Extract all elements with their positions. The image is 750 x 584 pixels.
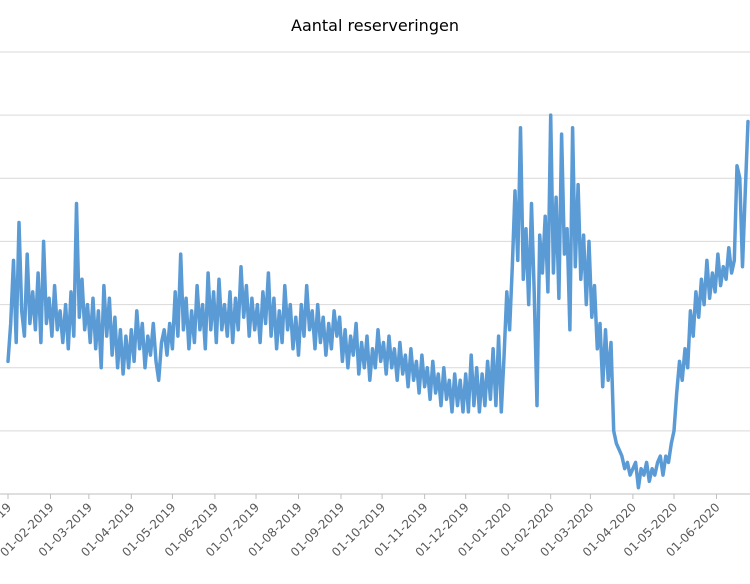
chart-title: Aantal reserveringen: [291, 16, 459, 35]
series-layer: [6, 113, 750, 490]
gridlines: [0, 51, 750, 432]
series-line: [6, 113, 750, 490]
x-axis: 01-01-201901-02-201901-03-201901-04-2019…: [0, 493, 750, 559]
